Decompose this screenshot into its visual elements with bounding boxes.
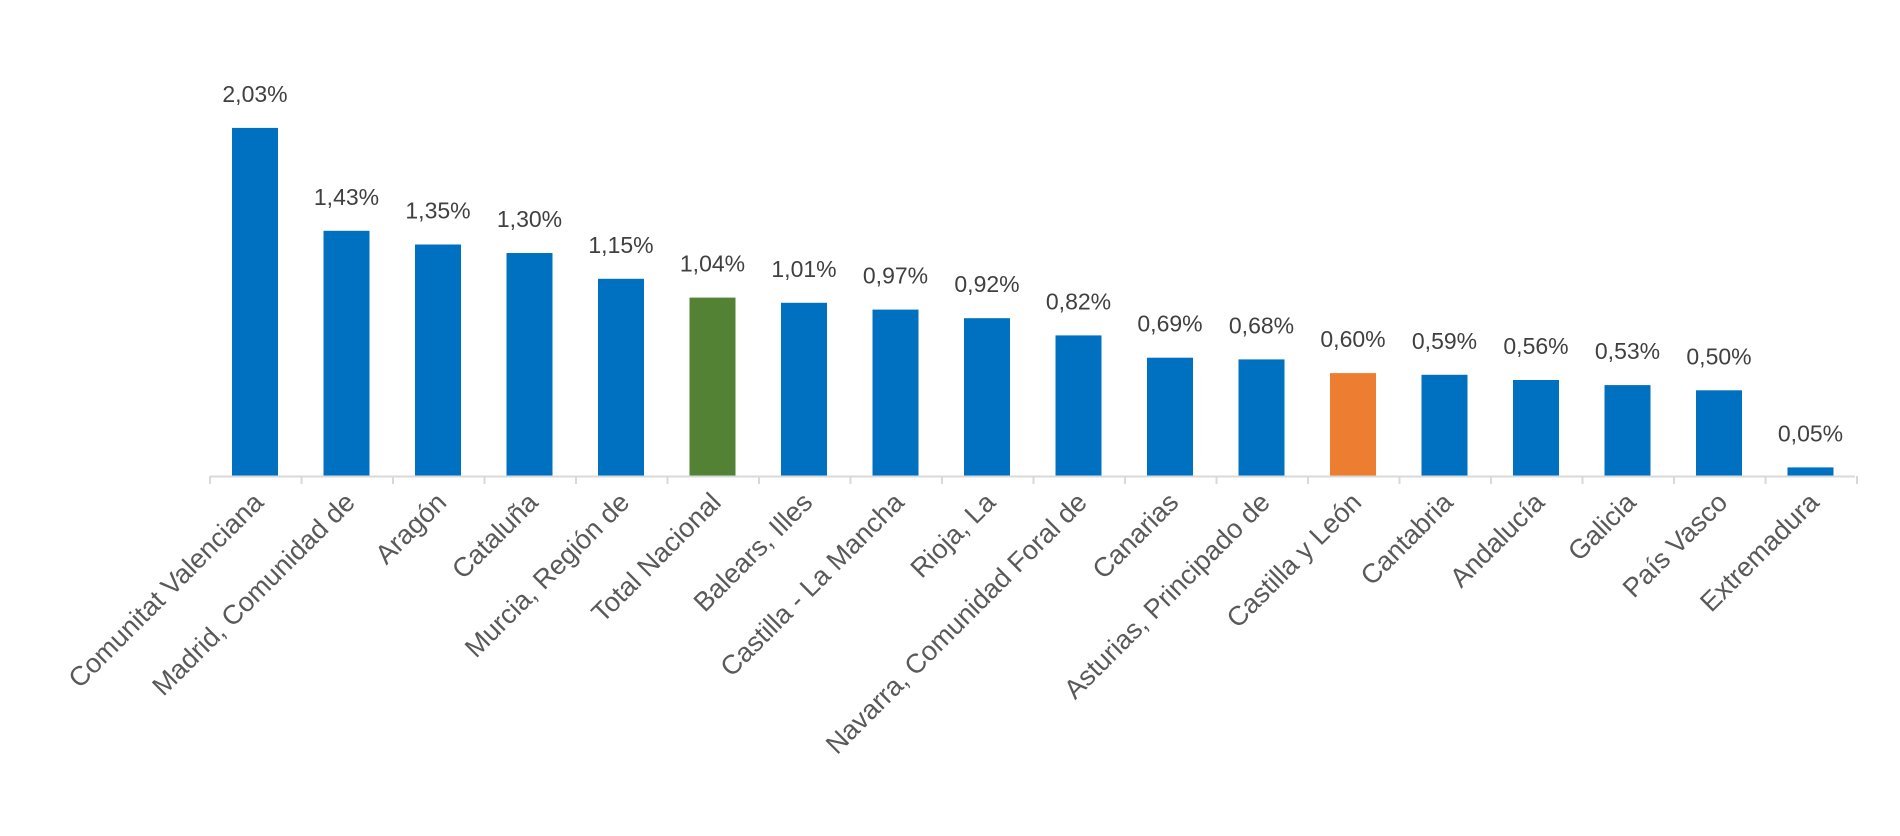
data-label-madrid-comunidad-de: 1,43%	[314, 184, 379, 210]
data-label-navarra-comunidad-foral-de: 0,82%	[1046, 288, 1111, 314]
category-label-murcia-region-de: Murcia, Región de	[459, 487, 635, 663]
bar-cataluna	[506, 253, 553, 476]
data-label-cataluna: 1,30%	[497, 206, 562, 232]
category-label-andalucia: Andalucía	[1444, 486, 1551, 593]
bar-balears-illes	[781, 302, 827, 476]
data-label-aragon: 1,35%	[405, 198, 470, 224]
bars-group	[232, 127, 1834, 477]
bar-cantabria	[1421, 374, 1468, 476]
data-label-cantabria: 0,59%	[1412, 328, 1477, 354]
category-label-castilla-la-mancha: Castilla - La Mancha	[714, 486, 910, 682]
bar-extremadura	[1787, 467, 1834, 476]
category-label-cantabria: Cantabria	[1355, 486, 1460, 591]
data-label-murcia-region-de: 1,15%	[588, 232, 653, 258]
bar-canarias	[1147, 357, 1193, 476]
data-label-pais-vasco: 0,50%	[1686, 343, 1751, 369]
data-label-castilla-y-leon: 0,60%	[1320, 326, 1385, 352]
category-label-aragon: Aragón	[369, 487, 452, 570]
bar-aragon	[415, 244, 461, 476]
data-label-galicia: 0,53%	[1595, 338, 1660, 364]
bar-madrid-comunidad-de	[323, 230, 370, 476]
bar-castilla-la-mancha	[872, 309, 919, 476]
bar-rioja-la	[964, 318, 1010, 476]
category-label-rioja-la: Rioja, La	[905, 486, 1002, 583]
bar-navarra-comunidad-foral-de	[1055, 335, 1102, 476]
bar-castilla-y-leon	[1330, 373, 1376, 476]
bar-galicia	[1604, 385, 1651, 476]
bar-total-nacional	[689, 297, 736, 476]
x-axis	[209, 475, 1858, 484]
bar-andalucia	[1513, 380, 1559, 476]
data-label-canarias: 0,69%	[1137, 311, 1202, 337]
data-label-rioja-la: 0,92%	[954, 271, 1019, 297]
bar-pais-vasco	[1696, 390, 1742, 477]
category-label-galicia: Galicia	[1562, 486, 1642, 566]
data-label-extremadura: 0,05%	[1778, 420, 1843, 446]
data-label-balears-illes: 1,01%	[771, 256, 836, 282]
bar-comunitat-valenciana	[232, 127, 278, 477]
bar-asturias-principado-de	[1238, 359, 1285, 476]
data-label-comunitat-valenciana: 2,03%	[222, 81, 287, 107]
data-label-andalucia: 0,56%	[1503, 333, 1568, 359]
value-labels-group: 2,03% 1,43% 1,35% 1,30% 1,15% 1,04% 1,01% 0,97%…	[222, 81, 1843, 446]
data-label-total-nacional: 1,04%	[680, 251, 745, 277]
category-label-canarias: Canarias	[1087, 487, 1185, 585]
data-label-asturias-principado-de: 0,68%	[1229, 312, 1294, 338]
category-label-cataluna: Cataluña	[446, 486, 544, 584]
data-label-castilla-la-mancha: 0,97%	[863, 263, 928, 289]
bar-murcia-region-de	[598, 278, 644, 476]
